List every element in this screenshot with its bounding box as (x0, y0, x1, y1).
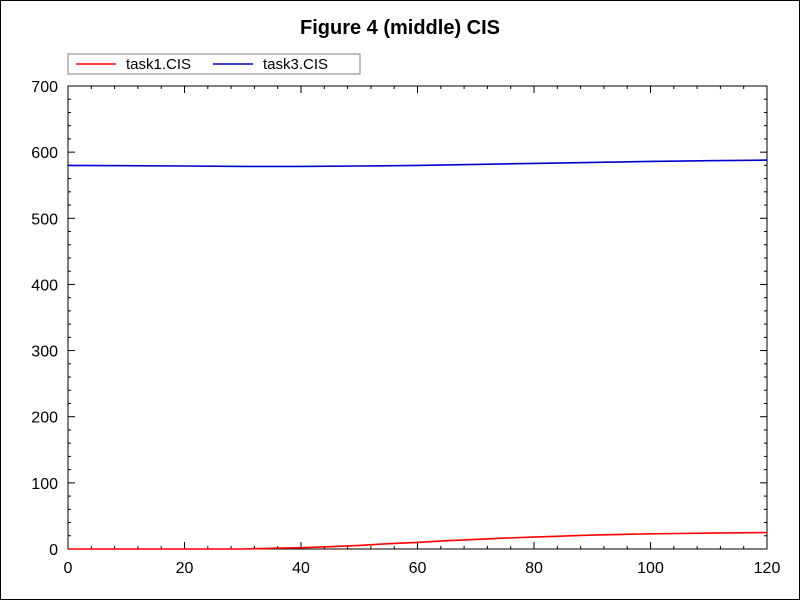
series-line-task3-cis (67, 159, 768, 168)
y-tick-label: 0 (49, 542, 58, 559)
plot-area: 0 100 200 300 400 500 600 700 0 20 40 60 80 100 120 (31, 79, 780, 577)
legend: task1.CIS task3.CIS (67, 53, 361, 75)
y-tick-label: 300 (31, 344, 58, 361)
x-tick-label: 120 (754, 560, 781, 577)
y-tick-label: 600 (31, 145, 58, 162)
x-tick-label: 80 (525, 560, 543, 577)
y-tick-label: 400 (31, 277, 58, 294)
legend-label-task3-cis: task3.CIS (263, 56, 328, 73)
y-tick-label: 200 (31, 410, 58, 427)
x-tick-label: 100 (637, 560, 664, 577)
chart-title: Figure 4 (middle) CIS (300, 17, 500, 39)
x-tick-label: 20 (176, 560, 194, 577)
y-tick-label: 700 (31, 79, 58, 96)
plot-border (67, 85, 768, 550)
y-tick-label: 100 (31, 476, 58, 493)
y-tick-label: 500 (31, 211, 58, 228)
x-tick-label: 60 (409, 560, 427, 577)
x-tick-label: 0 (64, 560, 73, 577)
x-tick-label: 40 (292, 560, 310, 577)
series-line-task1-cis (68, 531, 768, 550)
legend-label-task1-cis: task1.CIS (126, 56, 191, 73)
